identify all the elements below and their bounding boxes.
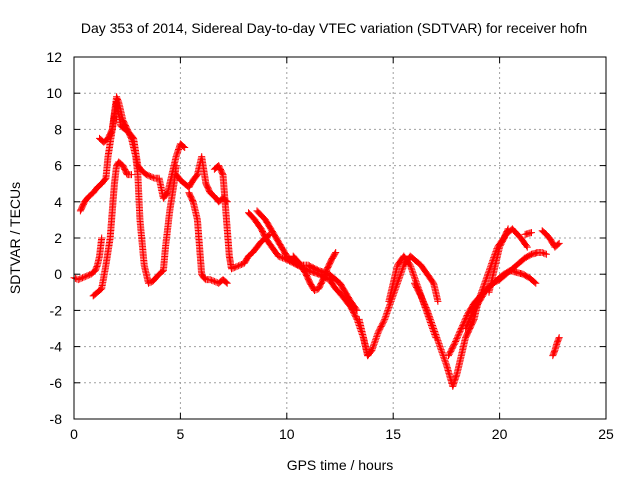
y-tick-label: -8 [50, 411, 63, 427]
x-tick-label: 10 [279, 426, 295, 442]
series-markers [89, 158, 135, 300]
x-tick-label: 15 [385, 426, 401, 442]
chart-title: Day 353 of 2014, Sidereal Day-to-day VTE… [81, 20, 587, 36]
series-s6 [185, 189, 231, 287]
y-tick-label: 4 [54, 194, 62, 210]
x-tick-label: 25 [598, 426, 614, 442]
series-s3 [96, 98, 189, 202]
series-markers [210, 162, 274, 273]
x-axis-label: GPS time / hours [287, 457, 394, 473]
y-tick-label: 6 [54, 158, 62, 174]
grid-lines [74, 57, 606, 419]
y-axis-label: SDTVAR / TECUs [7, 182, 23, 294]
y-tick-label: -4 [50, 339, 63, 355]
series-markers [289, 249, 340, 294]
y-tick-label: 2 [54, 230, 62, 246]
series-s16 [485, 225, 531, 296]
y-tick-label: 12 [46, 49, 62, 65]
series-s10 [289, 249, 340, 294]
y-tick-label: 0 [54, 266, 62, 282]
series-markers [70, 234, 106, 284]
y-tick-label: 10 [46, 85, 62, 101]
series-s5 [172, 153, 231, 206]
series-markers [185, 189, 231, 287]
plot-frame [73, 56, 607, 420]
series-markers [96, 98, 189, 202]
series-s1 [70, 234, 106, 284]
series-markers [521, 229, 535, 238]
x-tick-label: 5 [177, 426, 185, 442]
x-tick-label: 20 [492, 426, 508, 442]
series-markers [172, 153, 231, 206]
series-s17 [521, 229, 535, 238]
y-tick-label: -6 [50, 375, 63, 391]
series-s19 [549, 334, 563, 360]
y-tick-label: -2 [50, 302, 63, 318]
series-s7 [210, 162, 274, 273]
series-s4 [89, 158, 135, 300]
series-markers [355, 252, 442, 360]
plot-area [70, 93, 563, 390]
y-tick-label: 8 [54, 121, 62, 137]
series-markers [538, 227, 563, 251]
series-markers [549, 334, 563, 360]
series-markers [485, 225, 531, 296]
series-s11 [355, 252, 442, 360]
x-tick-label: 0 [70, 426, 78, 442]
series-s18 [538, 227, 563, 251]
